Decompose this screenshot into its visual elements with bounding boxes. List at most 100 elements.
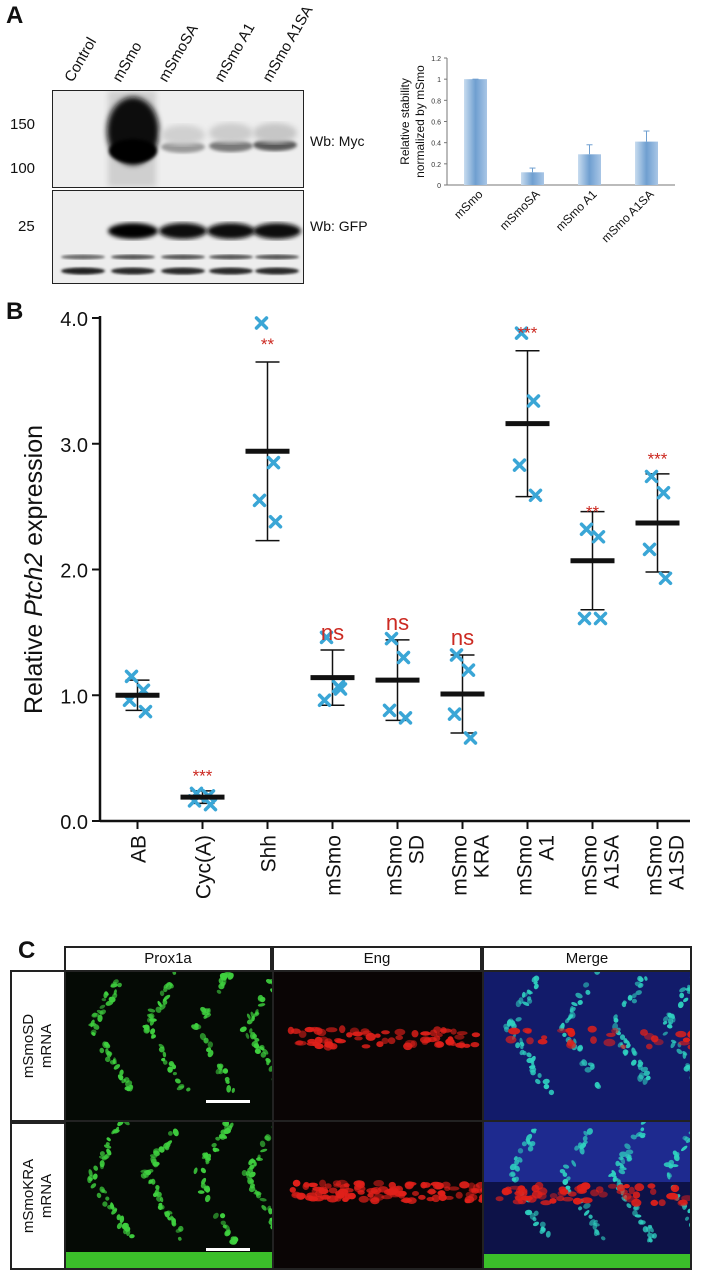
cell-spot xyxy=(176,1085,185,1091)
data-point xyxy=(449,648,464,662)
eng-spot xyxy=(319,1179,327,1188)
significance-label-6: *** xyxy=(518,324,538,343)
cell-spot xyxy=(562,1172,568,1177)
micrograph-eng-msmosd xyxy=(272,970,484,1122)
column-header-prox1a: Prox1a xyxy=(64,946,272,972)
eng-spot xyxy=(682,1037,690,1043)
eng-spot xyxy=(289,1187,296,1193)
cell-spot xyxy=(218,1063,224,1069)
cell-spot xyxy=(683,997,689,1003)
cell-spot xyxy=(527,998,533,1004)
data-point xyxy=(642,542,657,557)
eng-spot xyxy=(581,1197,593,1204)
eng-spot xyxy=(291,1028,301,1034)
cell-spot xyxy=(594,1228,600,1236)
eng-spot xyxy=(598,1191,608,1198)
cell-spot xyxy=(267,1205,272,1211)
data-point xyxy=(577,611,592,626)
eng-spot xyxy=(681,1195,690,1202)
eng-spot xyxy=(374,1033,381,1038)
eng-spot xyxy=(650,1188,657,1195)
cell-spot xyxy=(231,1237,238,1244)
scatter-category-label-line: A1 xyxy=(536,835,559,861)
cell-spot xyxy=(634,1214,642,1218)
eng-spot xyxy=(426,1189,437,1194)
cell-spot xyxy=(167,1216,171,1221)
bar-chart-y-axis-label: normalized by mSmo xyxy=(413,65,427,178)
cell-spot xyxy=(630,1059,637,1066)
eng-spot xyxy=(313,1027,323,1035)
data-point-stroke xyxy=(396,650,411,665)
eng-spot xyxy=(361,1044,371,1049)
cell-spot xyxy=(116,1222,123,1230)
eng-spot xyxy=(478,1197,482,1203)
cell-spot xyxy=(161,1057,166,1062)
eng-spot xyxy=(611,1027,619,1034)
eng-spot xyxy=(431,1194,441,1203)
scatter-category-label-line: mSmo xyxy=(449,835,472,896)
eng-spot xyxy=(377,1186,389,1193)
scatter-category-label-2: Shh xyxy=(258,835,281,872)
cell-spot xyxy=(574,1145,580,1151)
bar-chart-y-tick-label: 1.2 xyxy=(431,56,441,63)
significance-label-4: ns xyxy=(386,610,409,635)
cell-spot xyxy=(577,999,583,1006)
mw-marker-25: 25 xyxy=(18,218,35,235)
cell-spot xyxy=(674,1153,679,1158)
data-point-stroke xyxy=(449,648,464,662)
data-point-stroke xyxy=(266,455,281,470)
eng-spot xyxy=(675,1030,687,1038)
cell-spot xyxy=(270,1223,272,1230)
cell-spot xyxy=(626,1157,633,1162)
eng-spot xyxy=(339,1025,346,1034)
cell-spot xyxy=(129,1234,135,1239)
cell-spot xyxy=(543,1083,550,1090)
bar-3 xyxy=(635,141,658,185)
eng-spot xyxy=(355,1180,362,1188)
scatter-category-label-line: A1SD xyxy=(666,835,689,890)
cell-spot xyxy=(515,1042,521,1049)
cell-spot xyxy=(150,1028,156,1035)
scatter-category-label-line: SD xyxy=(406,835,429,864)
cell-spot xyxy=(117,982,122,988)
cell-spot xyxy=(588,1214,593,1219)
eng-spot xyxy=(366,1187,379,1194)
cell-spot xyxy=(204,1186,211,1193)
cell-spot xyxy=(260,1148,268,1153)
micrograph-prox1a-msmosd-image xyxy=(88,972,272,1103)
cell-spot xyxy=(533,983,539,990)
eng-spot xyxy=(381,1030,390,1035)
eng-spot xyxy=(435,1041,445,1048)
eng-spot xyxy=(336,1192,345,1199)
cell-spot xyxy=(583,1210,590,1216)
cell-spot xyxy=(582,1135,588,1142)
cell-spot xyxy=(101,1189,108,1194)
cell-spot xyxy=(142,1171,149,1178)
micrograph-eng-msmokra-image xyxy=(289,1179,482,1205)
cell-spot xyxy=(160,1204,165,1210)
data-point xyxy=(593,611,608,626)
cell-spot xyxy=(689,1214,692,1224)
eng-spot xyxy=(562,1196,574,1202)
cell-spot xyxy=(222,1122,230,1127)
data-point xyxy=(644,469,659,484)
scatter-category-label-line: KRA xyxy=(471,835,494,878)
cell-spot xyxy=(211,1142,217,1148)
cell-spot xyxy=(265,1057,271,1063)
eng-spot xyxy=(541,1035,548,1040)
cell-spot xyxy=(637,1074,644,1082)
cell-spot xyxy=(682,1050,688,1056)
cell-spot xyxy=(582,1140,588,1145)
cell-spot xyxy=(245,1032,250,1039)
eng-spot xyxy=(381,1195,393,1200)
eng-spot xyxy=(352,1031,363,1037)
cell-spot xyxy=(99,1009,106,1015)
bar-category-label-1: mSmoSA xyxy=(497,187,543,233)
cell-spot xyxy=(110,1202,115,1210)
cell-spot xyxy=(256,1191,262,1196)
cell-spot xyxy=(150,1158,157,1165)
data-point xyxy=(203,797,218,812)
scatter-category-label-line: mSmo xyxy=(514,835,537,896)
cell-spot xyxy=(102,1201,108,1207)
cell-spot xyxy=(96,1192,102,1199)
